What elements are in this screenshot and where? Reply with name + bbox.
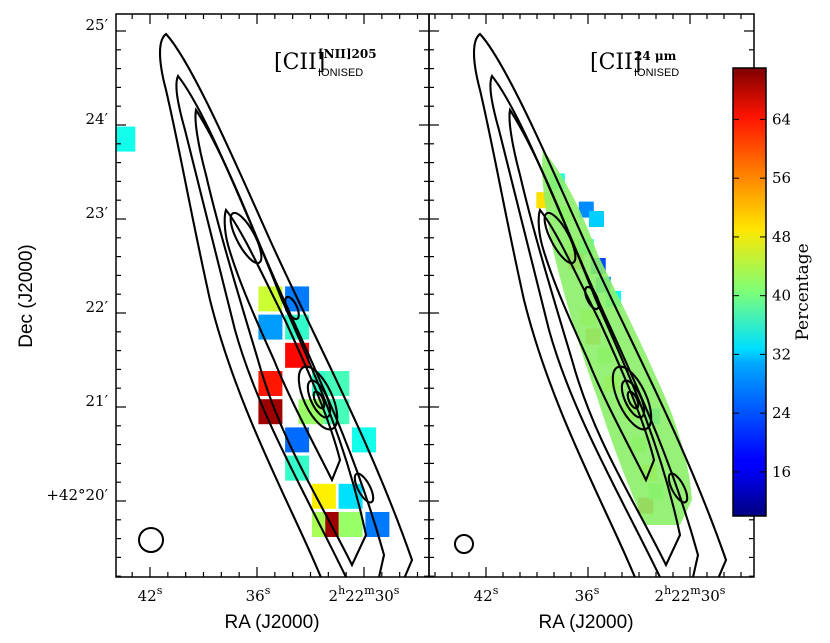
- contour-core-mid: [284, 295, 300, 321]
- contour-3-r: [508, 107, 682, 568]
- heatmap-cell: [285, 427, 310, 453]
- colorbar-tick-label: 24: [772, 404, 791, 422]
- x-tick-label: 2h22m30s: [329, 584, 400, 605]
- colorbar: 16 24 32 40 48 56 64 Percentage: [732, 67, 813, 517]
- colorbar-tick-label: 40: [772, 287, 791, 305]
- title-sup-left: [NII]205: [318, 47, 377, 61]
- y-tick-label: 22′: [86, 298, 109, 316]
- x-tick-label: 2h22m30s: [655, 584, 726, 605]
- title-main-right: [CII]: [590, 50, 641, 75]
- panel-title-left: [CII] [NII]205 IONISED: [274, 47, 377, 79]
- x-tick-label: 42s: [474, 584, 499, 605]
- contour-core-center-mid-r: [620, 379, 646, 419]
- x-tick-label: 36s: [246, 584, 271, 605]
- x-tick-label: 42s: [138, 584, 163, 605]
- colorbar-tick-label: 64: [772, 110, 791, 128]
- title-sup-right: 24 μm: [634, 49, 677, 63]
- beam-circle-right: [454, 534, 474, 554]
- svg-text:[CII]: [CII]: [274, 50, 325, 75]
- y-tick-label: 25′: [86, 16, 109, 34]
- contour-4-r: [537, 207, 656, 483]
- x-tick-label: 36s: [575, 584, 600, 605]
- panel-left: [CII] [NII]205 IONISED: [116, 32, 414, 577]
- colorbar-tick-label: 16: [772, 463, 791, 481]
- y-tick-label: 21′: [86, 392, 109, 410]
- colorbar-tick-label: 32: [772, 345, 791, 363]
- svg-text:24 μm: 24 μm: [634, 49, 677, 63]
- x-axis-label-left: RA (J2000): [224, 612, 319, 633]
- y-tick-label: 24′: [86, 110, 109, 128]
- contour-4: [223, 207, 342, 483]
- x-axis-label-right: RA (J2000): [538, 612, 633, 633]
- contours-right: [472, 32, 728, 577]
- contours-left: [158, 32, 414, 577]
- contour-core-north: [229, 211, 263, 265]
- title-sub-right: IONISED: [634, 67, 679, 79]
- colorbar-ticks: 16 24 32 40 48 56 64: [733, 110, 791, 481]
- contour-core-center-mid: [306, 379, 332, 419]
- x-tick-labels-left: 42s 36s 2h22m30s: [138, 584, 400, 605]
- colorbar-gradient: [732, 67, 767, 517]
- panel-title-right: [CII] 24 μm IONISED: [590, 49, 679, 79]
- contour-outer-r: [472, 32, 728, 577]
- y-tick-label: +42°20′: [46, 486, 108, 504]
- contour-core-center-outer-r: [611, 365, 653, 431]
- contour-core-center-outer: [297, 365, 339, 431]
- contour-3: [194, 107, 368, 568]
- contour-core-south: [353, 472, 375, 504]
- heatmap-cell: [258, 314, 283, 340]
- title-sub-left: IONISED: [318, 67, 363, 79]
- heatmap-cell: [116, 126, 136, 152]
- contour-core-center-inner: [312, 390, 326, 410]
- heatmap-cell: [338, 512, 363, 537]
- beam-circle-left: [138, 527, 164, 553]
- contour-core-mid-r: [584, 285, 600, 311]
- svg-text:[NII]205: [NII]205: [318, 47, 377, 61]
- svg-text:IONISED: IONISED: [318, 67, 363, 79]
- x-tick-labels-right: 42s 36s 2h22m30s: [474, 584, 726, 605]
- contour-core-center-inner-r: [626, 390, 640, 410]
- panel-right: [CII] 24 μm IONISED: [454, 32, 728, 577]
- contour-outer: [158, 32, 414, 577]
- svg-text:IONISED: IONISED: [634, 67, 679, 79]
- y-tick-label: 23′: [86, 204, 109, 222]
- svg-text:[CII]: [CII]: [590, 50, 641, 75]
- contour-core-north-r: [543, 211, 577, 265]
- colorbar-tick-label: 48: [772, 228, 791, 246]
- y-axis-label: Dec (J2000): [16, 244, 37, 348]
- colorbar-label: Percentage: [793, 243, 813, 340]
- title-main-left: [CII]: [274, 50, 325, 75]
- colorbar-tick-label: 56: [772, 169, 791, 187]
- contour-core-south-r: [667, 472, 689, 504]
- y-tick-labels: 25′ 24′ 23′ 22′ 21′ +42°20′: [46, 16, 108, 504]
- heatmap-cell: [589, 211, 604, 227]
